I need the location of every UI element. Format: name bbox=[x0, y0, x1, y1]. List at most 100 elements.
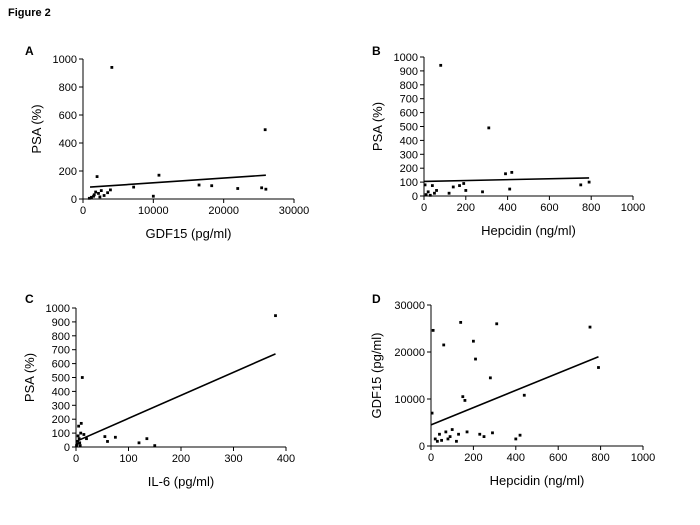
y-tick-label: 200 bbox=[52, 414, 70, 426]
data-point bbox=[113, 435, 117, 439]
x-axis-label: Hepcidin (ng/ml) bbox=[481, 223, 576, 238]
data-point bbox=[588, 325, 592, 329]
data-point bbox=[106, 440, 109, 443]
data-point bbox=[447, 191, 451, 195]
data-point bbox=[77, 424, 81, 428]
data-point bbox=[236, 187, 240, 190]
x-tick-label: 0 bbox=[428, 452, 434, 464]
y-tick-label: 800 bbox=[59, 82, 77, 94]
y-tick-label: 700 bbox=[52, 345, 70, 357]
data-point bbox=[95, 175, 99, 178]
data-point bbox=[151, 194, 155, 198]
data-point bbox=[426, 190, 430, 194]
figure-title: Figure 2 bbox=[8, 7, 51, 19]
data-point bbox=[76, 440, 79, 443]
y-tick-label: 0 bbox=[71, 194, 77, 206]
data-point bbox=[153, 444, 157, 448]
data-point bbox=[433, 191, 436, 195]
data-point bbox=[481, 190, 484, 194]
data-point bbox=[92, 193, 96, 197]
y-tick-label: 500 bbox=[52, 373, 70, 385]
data-point bbox=[474, 357, 477, 361]
data-point bbox=[439, 63, 443, 67]
data-point bbox=[579, 183, 583, 187]
y-axis-label: GDF15 (pg/ml) bbox=[369, 333, 384, 419]
data-point bbox=[157, 173, 161, 177]
x-tick-label: 600 bbox=[540, 202, 558, 214]
data-point bbox=[491, 431, 494, 435]
x-tick-label: 0 bbox=[73, 453, 79, 465]
data-point bbox=[94, 190, 98, 194]
y-tick-label: 1000 bbox=[53, 54, 77, 66]
data-point bbox=[461, 395, 465, 399]
data-point bbox=[451, 185, 455, 189]
data-point bbox=[514, 437, 518, 441]
panel-letter: B bbox=[372, 44, 381, 58]
data-point bbox=[472, 339, 475, 343]
y-tick-label: 0 bbox=[419, 441, 425, 453]
data-point bbox=[462, 182, 466, 185]
y-tick-label: 30000 bbox=[394, 300, 425, 312]
y-axis-label: PSA (%) bbox=[29, 104, 44, 153]
x-tick-label: 800 bbox=[591, 452, 609, 464]
x-tick-label: 1000 bbox=[621, 202, 645, 214]
data-point bbox=[109, 188, 112, 192]
data-point bbox=[423, 183, 427, 187]
y-tick-label: 300 bbox=[400, 149, 418, 161]
x-tick-label: 20000 bbox=[208, 205, 239, 217]
data-point bbox=[430, 411, 434, 415]
data-point bbox=[97, 192, 100, 195]
x-tick-label: 0 bbox=[421, 202, 427, 214]
data-point bbox=[487, 126, 491, 130]
data-point bbox=[446, 437, 450, 441]
trend-line bbox=[430, 355, 599, 426]
data-point bbox=[103, 435, 107, 438]
data-point bbox=[87, 196, 91, 200]
y-tick-label: 700 bbox=[400, 94, 418, 106]
y-tick-label: 800 bbox=[52, 331, 70, 343]
x-tick-label: 300 bbox=[224, 453, 242, 465]
y-tick-label: 20000 bbox=[394, 347, 425, 359]
data-point bbox=[482, 435, 486, 438]
data-point bbox=[455, 439, 458, 443]
data-point bbox=[264, 187, 268, 191]
y-tick-label: 300 bbox=[52, 400, 70, 412]
y-tick-label: 600 bbox=[52, 359, 70, 371]
data-point bbox=[424, 193, 428, 197]
data-point bbox=[440, 438, 443, 442]
y-axis-label: PSA (%) bbox=[370, 102, 385, 151]
data-point bbox=[510, 170, 514, 174]
panel-letter: C bbox=[25, 292, 34, 306]
y-tick-label: 800 bbox=[400, 80, 418, 92]
data-point bbox=[508, 187, 512, 191]
data-point bbox=[102, 194, 106, 197]
x-tick-label: 100 bbox=[119, 453, 137, 465]
y-tick-label: 900 bbox=[400, 66, 418, 78]
data-point bbox=[82, 433, 86, 436]
data-point bbox=[85, 437, 88, 441]
y-tick-label: 600 bbox=[59, 110, 77, 122]
data-point bbox=[79, 421, 83, 425]
panel-letter: A bbox=[25, 44, 34, 58]
data-point bbox=[430, 184, 434, 187]
data-point bbox=[431, 328, 435, 332]
data-point bbox=[522, 393, 526, 397]
data-point bbox=[132, 185, 136, 189]
y-axis-label: PSA (%) bbox=[22, 353, 37, 402]
data-point bbox=[260, 186, 264, 190]
data-point bbox=[263, 128, 267, 132]
x-tick-label: 200 bbox=[172, 453, 190, 465]
x-tick-label: 200 bbox=[457, 202, 475, 214]
data-point bbox=[444, 430, 448, 434]
data-point bbox=[459, 320, 463, 324]
data-point bbox=[438, 432, 441, 436]
data-point bbox=[210, 184, 214, 188]
x-tick-label: 10000 bbox=[138, 205, 169, 217]
y-tick-label: 400 bbox=[52, 386, 70, 398]
data-point bbox=[450, 428, 454, 431]
data-point bbox=[435, 439, 439, 443]
panel-a: A 0 10000 20000 30000 0 200 400 600 800 1000 GDF15 … bbox=[25, 44, 309, 241]
trend-line bbox=[75, 353, 276, 443]
panel-c: C0 100 200 300 40001002003004005006007008009… bbox=[22, 292, 295, 489]
panel-d: D0 200 400 600 800 10000100002000030000Hepcid… bbox=[369, 292, 655, 488]
